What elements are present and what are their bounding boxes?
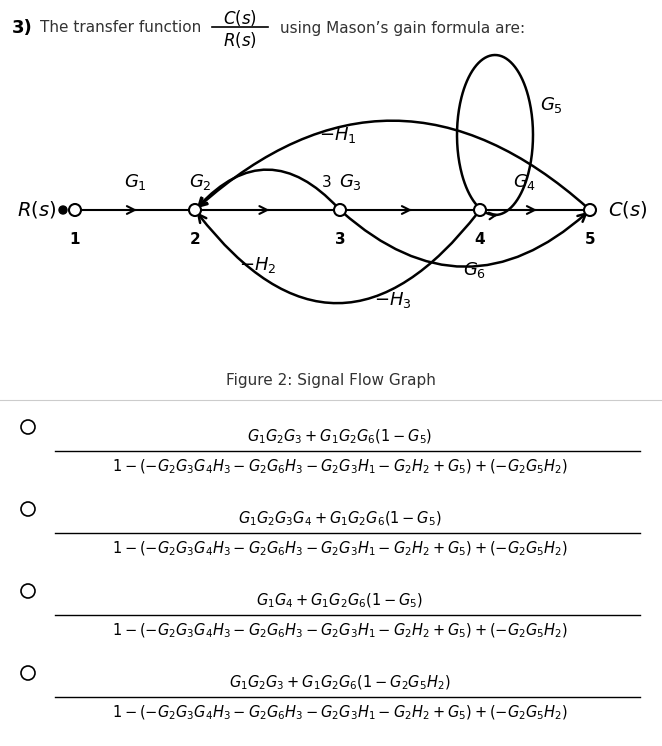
Text: $G_1$: $G_1$ [124, 172, 146, 192]
Text: $R(s)$: $R(s)$ [223, 30, 257, 50]
Text: $G_4$: $G_4$ [514, 172, 537, 192]
Text: The transfer function: The transfer function [40, 20, 201, 36]
FancyArrowPatch shape [342, 212, 586, 267]
Circle shape [474, 204, 486, 216]
Text: $1-(-G_2G_3G_4H_3 - G_2G_6H_3 - G_2G_3H_1 - G_2H_2 + G_5)+(-G_2G_5H_2)$: $1-(-G_2G_3G_4H_3 - G_2G_6H_3 - G_2G_3H_… [112, 458, 568, 476]
Circle shape [59, 206, 67, 214]
Text: $-H_3$: $-H_3$ [374, 290, 411, 310]
Text: $G_1G_4 + G_1G_2G_6(1 - G_5)$: $G_1G_4 + G_1G_2G_6(1 - G_5)$ [256, 592, 424, 610]
Text: 3): 3) [12, 19, 32, 37]
Text: $3$: $3$ [321, 174, 331, 190]
Text: $G_6$: $G_6$ [463, 260, 487, 280]
Circle shape [189, 204, 201, 216]
Text: 5: 5 [585, 232, 595, 247]
Text: Figure 2: Signal Flow Graph: Figure 2: Signal Flow Graph [226, 372, 436, 387]
Text: $-H_2$: $-H_2$ [239, 255, 276, 275]
FancyArrowPatch shape [199, 169, 338, 208]
Text: $G_1G_2G_3G_4 + G_1G_2G_6(1 - G_5)$: $G_1G_2G_3G_4 + G_1G_2G_6(1 - G_5)$ [238, 510, 442, 528]
Text: $C(s)$: $C(s)$ [608, 199, 647, 221]
Text: $G_2$: $G_2$ [189, 172, 211, 192]
Circle shape [584, 204, 596, 216]
Text: 4: 4 [475, 232, 485, 247]
Text: using Mason’s gain formula are:: using Mason’s gain formula are: [280, 20, 525, 36]
Text: 3: 3 [335, 232, 346, 247]
Text: $R(s)$: $R(s)$ [17, 199, 57, 221]
Text: $1-(-G_2G_3G_4H_3 - G_2G_6H_3 - G_2G_3H_1 - G_2H_2 + G_5)+(-G_2G_5H_2)$: $1-(-G_2G_3G_4H_3 - G_2G_6H_3 - G_2G_3H_… [112, 703, 568, 722]
Text: 1: 1 [70, 232, 80, 247]
Text: $G_3$: $G_3$ [338, 172, 361, 192]
Circle shape [334, 204, 346, 216]
Text: $G_5$: $G_5$ [540, 95, 563, 115]
FancyArrowPatch shape [199, 212, 479, 303]
Text: $1-(-G_2G_3G_4H_3 - G_2G_6H_3 - G_2G_3H_1 - G_2H_2 + G_5)+(-G_2G_5H_2)$: $1-(-G_2G_3G_4H_3 - G_2G_6H_3 - G_2G_3H_… [112, 540, 568, 558]
Circle shape [69, 204, 81, 216]
Text: $1-(-G_2G_3G_4H_3 - G_2G_6H_3 - G_2G_3H_1 - G_2H_2 + G_5)+(-G_2G_5H_2)$: $1-(-G_2G_3G_4H_3 - G_2G_6H_3 - G_2G_3H_… [112, 622, 568, 640]
Text: $G_1G_2G_3 + G_1G_2G_6(1 - G_2G_5H_2)$: $G_1G_2G_3 + G_1G_2G_6(1 - G_2G_5H_2)$ [229, 674, 451, 692]
Text: 2: 2 [189, 232, 201, 247]
FancyArrowPatch shape [199, 121, 588, 208]
Text: $C(s)$: $C(s)$ [223, 8, 257, 28]
Text: $G_1G_2G_3 + G_1G_2G_6(1 - G_5)$: $G_1G_2G_3 + G_1G_2G_6(1 - G_5)$ [248, 427, 433, 446]
Text: $-H_1$: $-H_1$ [319, 125, 356, 145]
